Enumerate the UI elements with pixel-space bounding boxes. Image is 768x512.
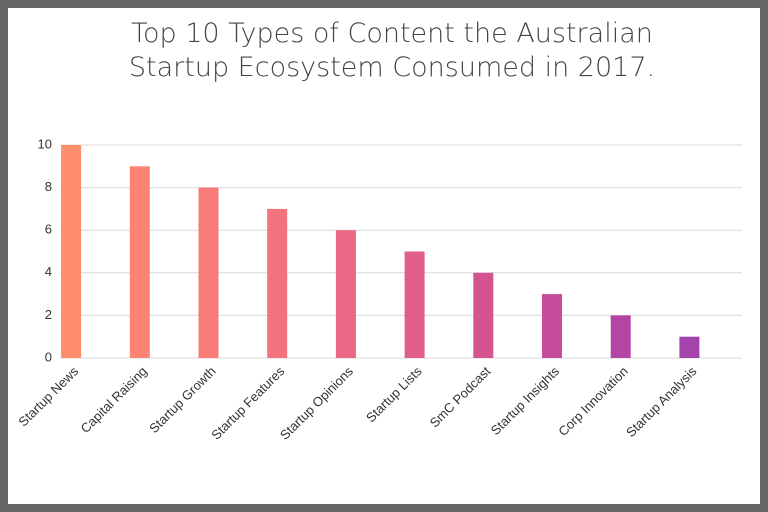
y-tick-label: 10 bbox=[38, 136, 52, 151]
y-tick-label: 0 bbox=[45, 349, 52, 364]
bar bbox=[473, 272, 494, 358]
bar bbox=[61, 145, 82, 358]
y-tick-label: 6 bbox=[45, 222, 52, 237]
chart-title: Top 10 Types of Content the Australian bbox=[131, 18, 653, 49]
y-tick-label: 8 bbox=[45, 179, 52, 194]
bar bbox=[679, 336, 700, 358]
bar bbox=[129, 166, 150, 358]
bar bbox=[198, 187, 219, 358]
y-tick-label: 2 bbox=[45, 307, 52, 322]
bar bbox=[404, 251, 425, 358]
chart-title: Startup Ecosystem Consumed in 2017. bbox=[129, 52, 655, 83]
bar bbox=[542, 294, 562, 358]
bar bbox=[610, 315, 631, 358]
y-tick-label: 4 bbox=[45, 264, 52, 279]
bar bbox=[335, 230, 356, 358]
bar bbox=[267, 208, 288, 358]
